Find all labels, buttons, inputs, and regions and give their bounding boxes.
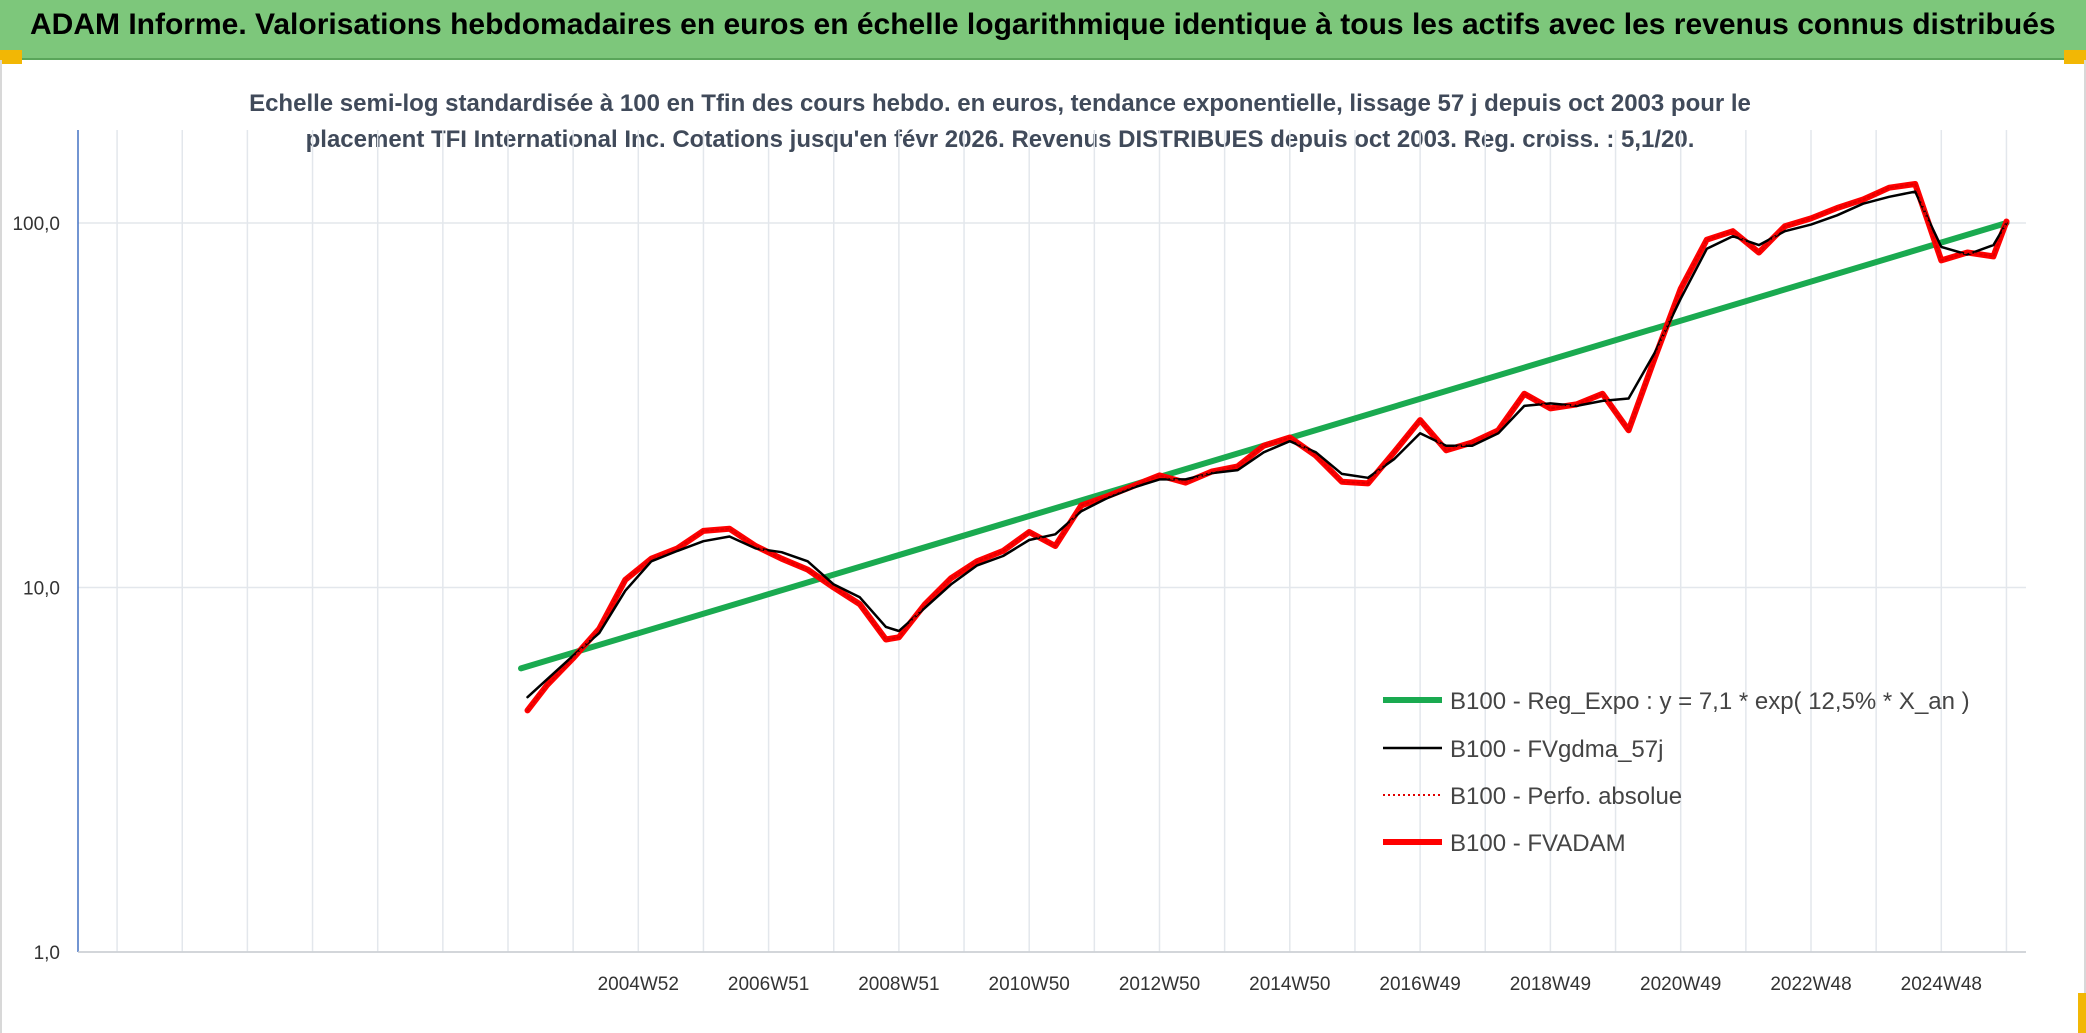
x-tick-label: 2016W49 [1379,974,1460,995]
y-tick-label: 10,0 [23,579,60,600]
y-tick-label: 100,0 [12,214,60,235]
x-tick-label: 2004W52 [598,974,679,995]
x-tick-label: 2008W51 [858,974,939,995]
series-line-1 [526,190,2008,699]
y-tick-label: 1,0 [34,943,60,964]
series-line-2 [526,183,2008,712]
x-tick-label: 2010W50 [989,974,1070,995]
report-title: ADAM Informe. Valorisations hebdomadaire… [30,8,2056,41]
report-banner: ADAM Informe. Valorisations hebdomadaire… [0,0,2086,60]
series-lines [518,181,2010,714]
chart-title: Echelle semi-log standardisée à 100 en T… [249,90,1751,153]
legend-label-0: B100 - Reg_Expo : y = 7,1 * exp( 12,5% *… [1450,688,1970,715]
corner-mark-right [2064,50,2086,64]
series-line-3 [524,181,2010,714]
legend-label-3: B100 - FVADAM [1450,830,1626,857]
x-tick-label: 2024W48 [1901,974,1982,995]
x-tick-label: 2014W50 [1249,974,1330,995]
x-tick-label: 2018W49 [1510,974,1591,995]
chart-frame [0,60,2086,1033]
legend-label-2: B100 - Perfo. absolue [1450,783,1682,810]
x-tick-label: 2012W50 [1119,974,1200,995]
legend-label-1: B100 - FVgdma_57j [1450,736,1663,763]
x-tick-label: 2006W51 [728,974,809,995]
corner-mark-bottom-right [2078,993,2086,1033]
axes: 1,0 10,0 100,0 2004W52 2006W51 2008W51 2010W50… [12,130,2026,995]
x-tick-label: 2022W48 [1770,974,1851,995]
corner-mark-left [0,50,22,64]
legend: B100 - Reg_Expo : y = 7,1 * exp( 12,5% *… [1383,688,1970,857]
x-tick-label: 2020W49 [1640,974,1721,995]
